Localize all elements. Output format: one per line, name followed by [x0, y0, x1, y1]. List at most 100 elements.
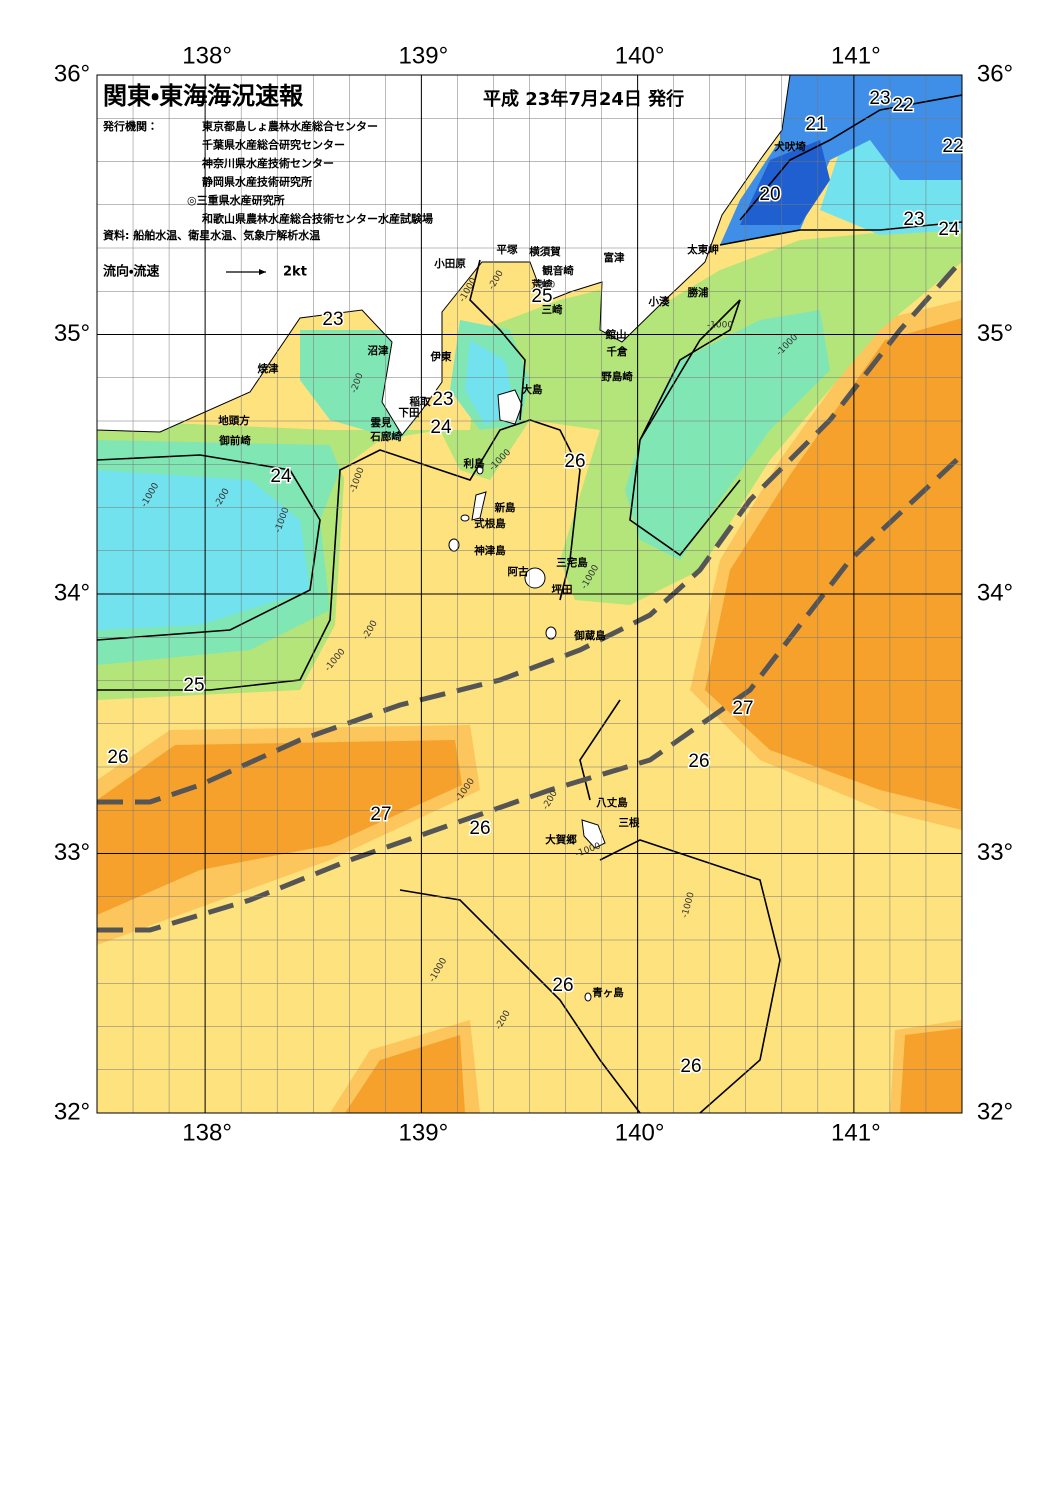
sea-27 — [900, 1028, 962, 1113]
place-name: 三宅島 — [556, 556, 588, 569]
island — [545, 626, 557, 640]
isotherm-label: 24 — [430, 417, 452, 438]
axis-line — [97, 258, 962, 805]
place-name: 新島 — [494, 501, 516, 514]
place-name: 阿古 — [508, 565, 529, 578]
isotherm — [739, 94, 962, 221]
isotherm-label: 23 — [322, 309, 343, 330]
lat-label: 34° — [977, 579, 1013, 606]
isotherm — [579, 699, 781, 1113]
isotherm — [469, 259, 526, 421]
isotherm-label: 23 — [432, 389, 453, 410]
sea-26 — [340, 430, 470, 560]
lat-label: 32° — [54, 1098, 90, 1125]
isotherm-label: 22 — [892, 95, 913, 116]
lat-label: 32° — [977, 1098, 1013, 1125]
place-name: 下田 — [399, 407, 420, 419]
place-name: 石廊崎 — [369, 430, 402, 443]
place-name: 伊東 — [430, 350, 452, 363]
place-name: 野島崎 — [601, 370, 633, 383]
place-name: 荒崎 — [531, 278, 553, 291]
place-name: 富津 — [604, 251, 625, 264]
lon-label: 141° — [831, 1119, 881, 1146]
isotherm — [97, 419, 581, 691]
isotherm — [97, 454, 321, 641]
isotherm-label: 25 — [531, 286, 552, 307]
issuer-list: 東京都島しょ農林水産総合センター千葉県水産総合研究センター神奈川県水産技術センタ… — [187, 119, 433, 226]
place-name: 平塚 — [497, 243, 518, 256]
island — [497, 389, 523, 425]
issuer: 静岡県水産技術研究所 — [202, 175, 312, 189]
island — [524, 567, 546, 589]
isotherm-label: 23 — [903, 209, 924, 230]
major-grid — [97, 75, 962, 1113]
isotherms — [97, 94, 962, 1113]
sea-23 — [97, 470, 310, 630]
depth-label: -200 — [535, 281, 556, 291]
place-name: 稲取 — [410, 395, 431, 408]
isotherm-label: 27 — [732, 698, 753, 719]
axis-line — [97, 453, 962, 933]
isotherm-label: 26 — [680, 1056, 701, 1077]
isotherm-label: 26 — [688, 751, 709, 772]
place-name: 大賀郷 — [545, 833, 577, 846]
lat-label: 36° — [54, 60, 90, 87]
isotherm-label: 26 — [564, 451, 585, 472]
lat-label: 35° — [54, 320, 90, 347]
sources: 資料: 船舶水温、衛星水温、気象庁解析水温 — [103, 228, 320, 242]
isotherm-label: 24 — [938, 219, 960, 240]
place-name: 沼津 — [368, 344, 389, 357]
lon-label: 140° — [615, 1119, 665, 1146]
place-name: 太東岬 — [686, 243, 719, 256]
lon-label: 139° — [399, 1119, 449, 1146]
isotherm-label: 24 — [270, 466, 292, 487]
place-name: 三崎 — [542, 303, 563, 316]
sea-235 — [625, 310, 830, 560]
issuer: 東京都島しょ農林水産総合センター — [202, 119, 378, 133]
sea-27 — [705, 318, 962, 810]
place-name: 式根島 — [474, 517, 506, 530]
current-legend-label: 流向・流速 — [103, 264, 159, 280]
lat-label: 33° — [977, 839, 1013, 866]
lat-label: 35° — [977, 320, 1013, 347]
island — [460, 514, 470, 522]
isotherm-label: 26 — [552, 975, 573, 996]
sea-27 — [97, 740, 462, 915]
kuroshio-axis — [97, 258, 962, 933]
island — [581, 819, 606, 849]
issue-date: 平成 23年7月24日 発行 — [483, 88, 684, 110]
lat-label: 36° — [977, 60, 1013, 87]
lat-label: 33° — [54, 839, 90, 866]
place-name: 小湊 — [648, 295, 670, 308]
lon-label: 141° — [831, 42, 881, 69]
isotherm-label: 23 — [869, 88, 890, 109]
map-frame — [96, 74, 963, 1114]
place-name: 利島 — [464, 457, 485, 470]
isotherm-label: 26 — [107, 747, 128, 768]
isotherm — [399, 889, 641, 1113]
place-name: 青ヶ島 — [592, 986, 624, 999]
place-name: 横須賀 — [529, 245, 561, 258]
island — [471, 491, 487, 521]
place-name: 犬吠埼 — [773, 140, 806, 153]
current-legend-speed: 2kt — [283, 265, 307, 280]
depth-label: -1000 — [707, 321, 733, 331]
lon-label: 138° — [182, 42, 232, 69]
title: 関東・東海海況速報 — [103, 82, 304, 110]
place-name: 焼津 — [258, 362, 279, 375]
issuer: 和歌山県農林水産総合技術センター水産試験場 — [202, 212, 433, 226]
place-name: 館山 — [605, 328, 627, 341]
sst-field — [97, 75, 962, 1113]
place-name: 小田原 — [433, 257, 466, 270]
isotherm — [719, 221, 962, 246]
land — [97, 75, 791, 436]
place-name: 三根 — [619, 816, 640, 829]
isotherm-label: 27 — [370, 804, 391, 825]
issuer: 神奈川県水産技術センター — [201, 156, 334, 170]
isotherm — [629, 299, 741, 557]
issuer: 千葉県水産総合研究センター — [202, 138, 345, 152]
lat-label: 34° — [54, 579, 90, 606]
place-name: 千倉 — [607, 345, 628, 358]
isotherm-label: 21 — [805, 114, 826, 135]
